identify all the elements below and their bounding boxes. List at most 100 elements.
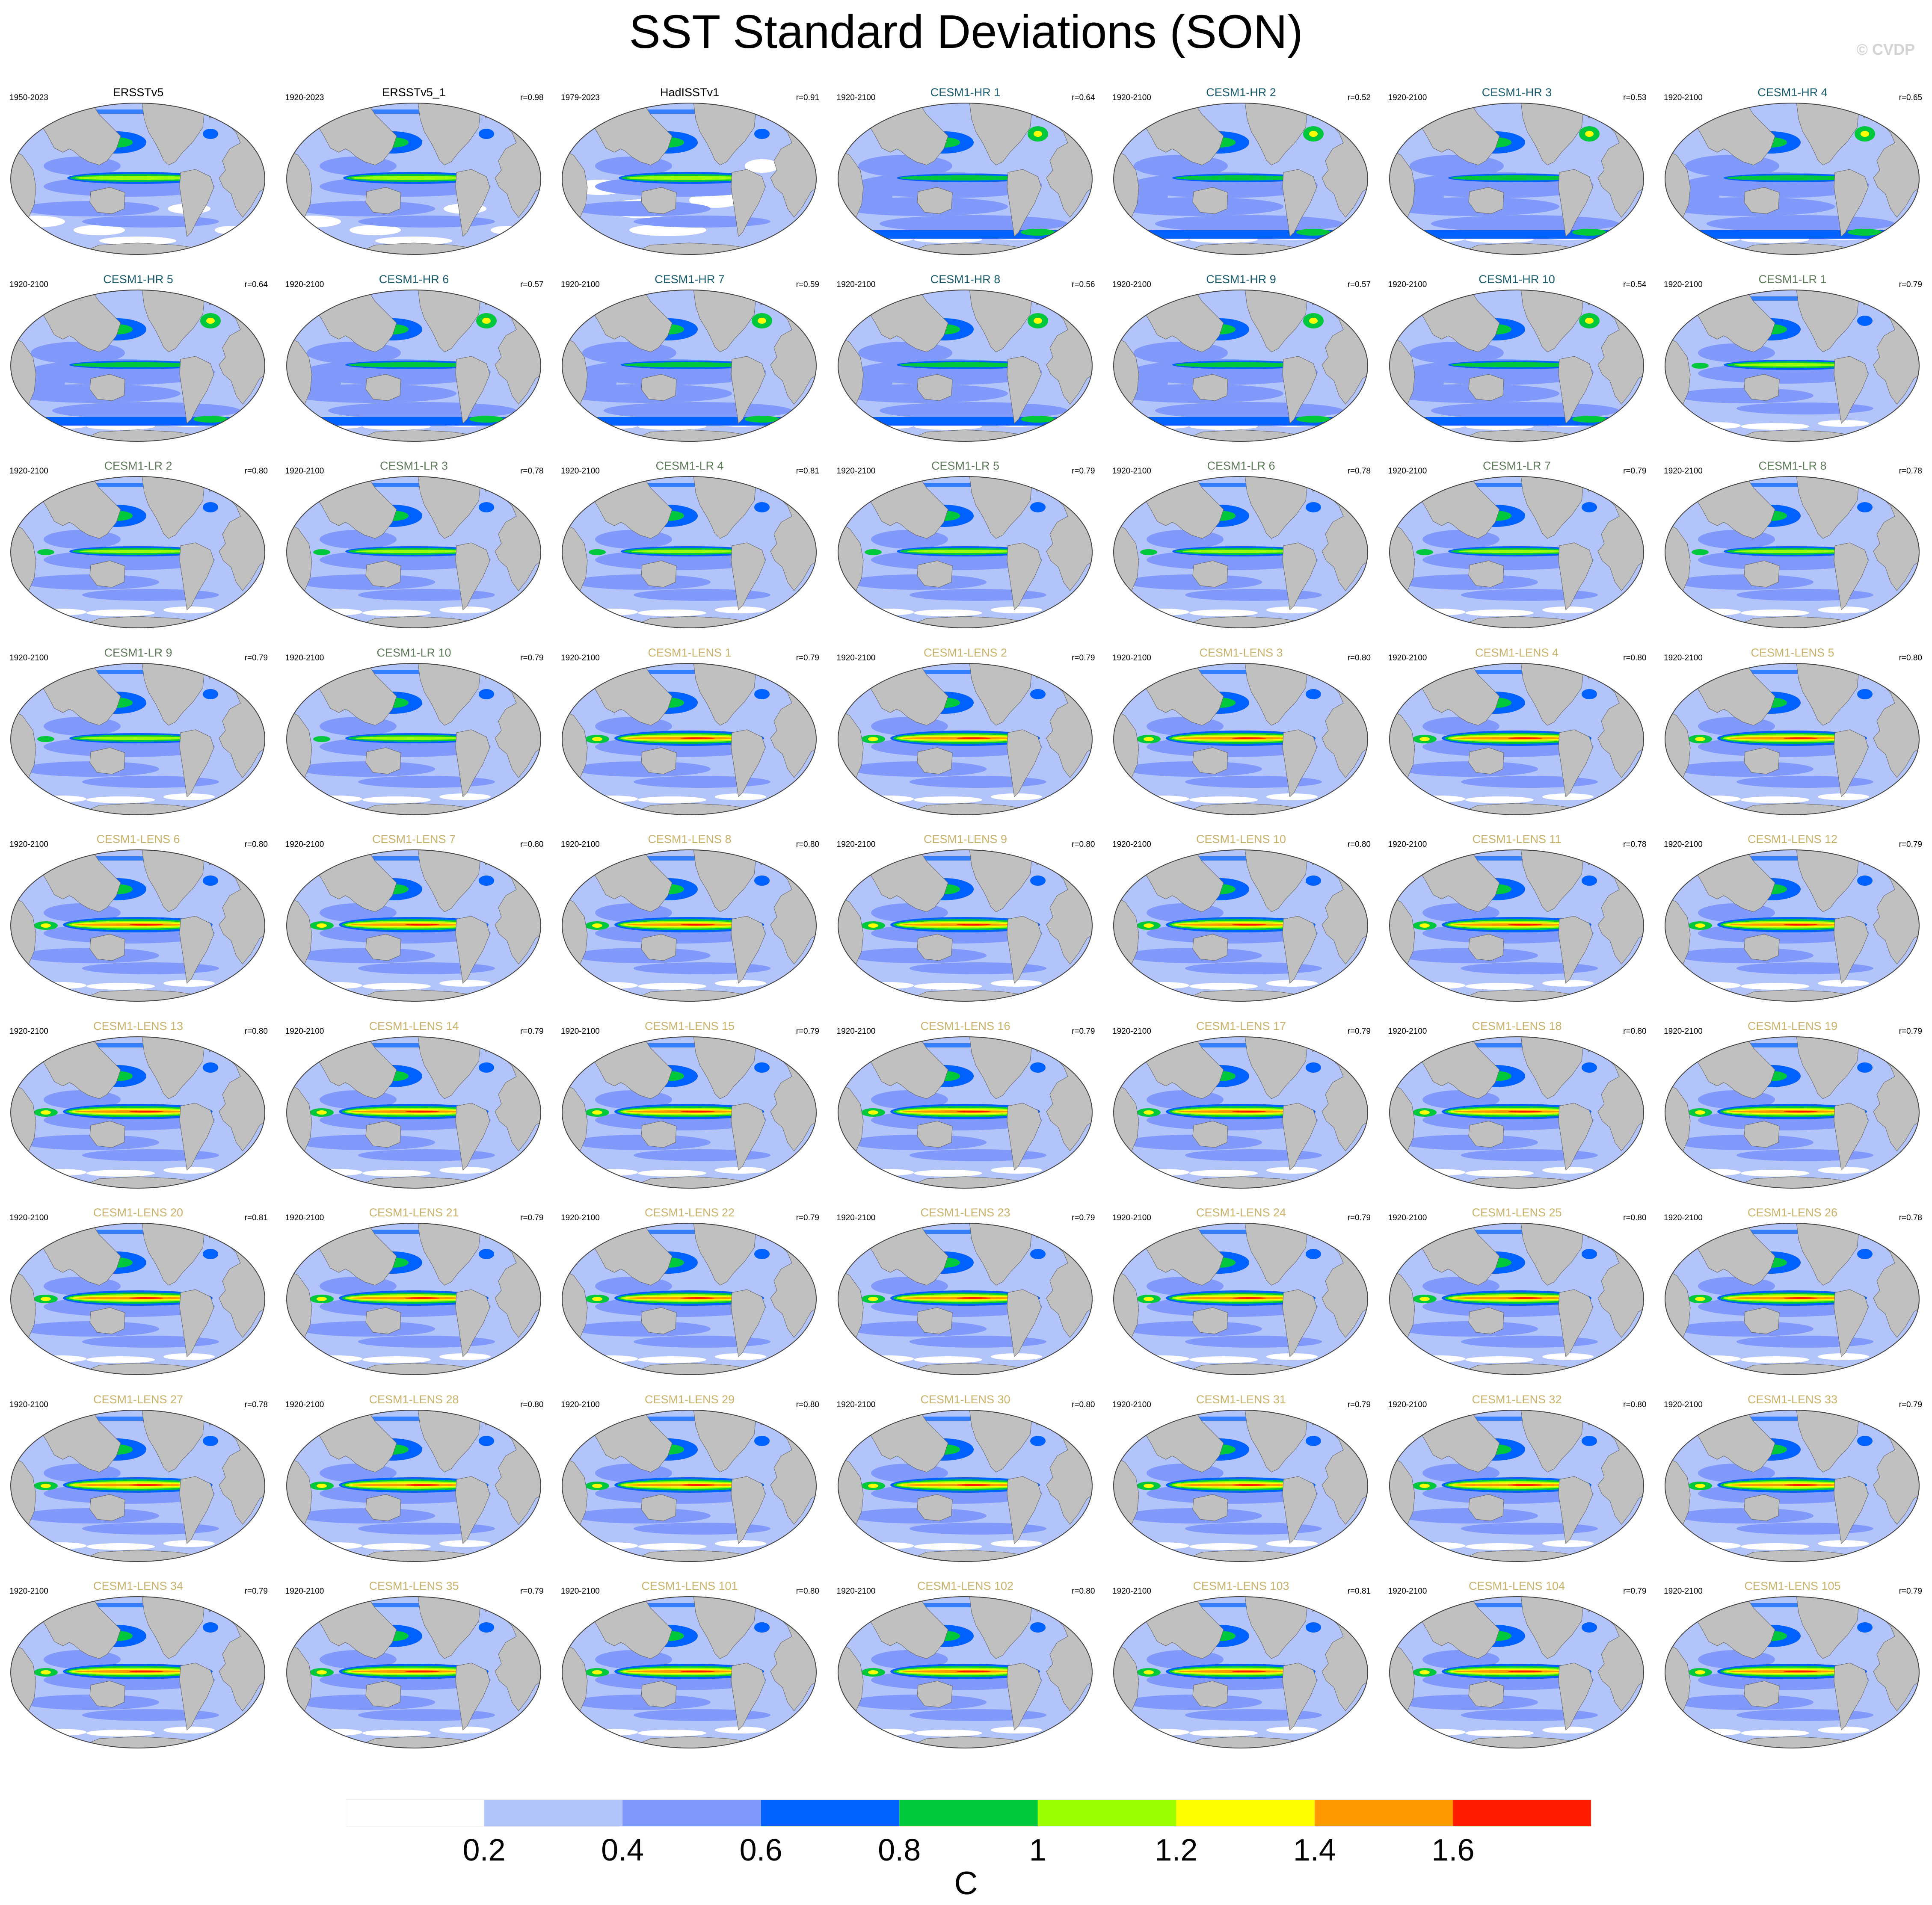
land-mass xyxy=(916,1307,953,1334)
land-mass xyxy=(1192,934,1228,961)
panel-years: 1920-2100 xyxy=(836,280,876,289)
arctic-band xyxy=(838,856,1092,861)
map-panel: CESM1-HR 10 1920-2100 r=0.54 xyxy=(1382,272,1652,452)
arctic-band xyxy=(1665,856,1919,861)
land-mass xyxy=(455,542,490,611)
low-variance-region xyxy=(638,1169,706,1177)
gulf-stream-peak xyxy=(1033,131,1042,137)
low-variance-region xyxy=(1818,1353,1869,1360)
variance-band xyxy=(1677,1134,1813,1150)
land-mass xyxy=(1558,1662,1593,1731)
land-mass xyxy=(1006,1102,1042,1171)
low-variance-region xyxy=(715,793,766,800)
page-title: SST Standard Deviations (SON) xyxy=(629,6,1303,58)
panel-years: 1920-2100 xyxy=(836,1400,876,1409)
map-border xyxy=(1113,1409,1368,1562)
low-variance-region xyxy=(1465,1356,1534,1363)
panel-title: CESM1-HR 7 xyxy=(655,272,725,286)
variance-band xyxy=(298,574,435,590)
land-mass xyxy=(142,476,204,539)
gulf-stream-peak xyxy=(482,317,491,324)
map-panel: CESM1-LR 3 1920-2100 r=0.78 xyxy=(279,459,549,639)
equatorial-pacific-tongue xyxy=(1182,550,1294,553)
gulf-stream-region xyxy=(478,1062,494,1073)
panel-years: 1920-2100 xyxy=(1664,1400,1703,1409)
land-mass xyxy=(89,187,125,214)
map-border xyxy=(1389,1036,1644,1189)
panel-title: CESM1-LENS 22 xyxy=(644,1206,735,1219)
map-panel: CESM1-LENS 10 1920-2100 r=0.80 xyxy=(1106,832,1376,1012)
panel-years: 1920-2100 xyxy=(1112,93,1151,102)
land-mass xyxy=(179,1289,214,1358)
map-border xyxy=(286,663,541,815)
land-mass xyxy=(1006,1476,1042,1544)
variance-band xyxy=(871,530,948,549)
panel-years: 1920-2100 xyxy=(1112,280,1151,289)
panel-title: CESM1-LENS 103 xyxy=(1193,1580,1289,1592)
land-mass xyxy=(89,747,125,775)
sst-std-map xyxy=(837,476,1093,628)
nino-peak xyxy=(1508,1671,1542,1672)
low-variance-region xyxy=(1741,983,1809,990)
panel-title: CESM1-LENS 18 xyxy=(1472,1019,1562,1032)
gulf-stream-region xyxy=(1030,1062,1046,1073)
map-panel: CESM1-LR 8 1920-2100 r=0.78 xyxy=(1658,459,1927,639)
land-mass xyxy=(1006,542,1042,611)
panel-pattern-correlation: r=0.79 xyxy=(796,653,819,663)
panel-pattern-correlation: r=0.80 xyxy=(244,840,268,849)
panel-pattern-correlation: r=0.79 xyxy=(1072,467,1095,476)
maritime-continent-region xyxy=(37,549,54,555)
gulf-stream-region xyxy=(1030,689,1046,699)
low-variance-region xyxy=(1741,423,1809,430)
variance-band xyxy=(849,1321,987,1337)
equatorial-pacific-tongue xyxy=(627,176,747,180)
sst-std-map xyxy=(10,103,265,255)
panel-title: CESM1-HR 5 xyxy=(103,272,173,286)
low-variance-region xyxy=(1266,1166,1318,1174)
low-variance-region xyxy=(990,1353,1042,1360)
colorbar-tick-label: 1 xyxy=(1029,1833,1046,1867)
land-mass xyxy=(1744,1120,1780,1148)
map-panel: CESM1-LENS 6 1920-2100 r=0.80 xyxy=(3,832,273,1012)
land-mass xyxy=(1192,187,1228,214)
low-variance-region xyxy=(439,980,491,987)
variance-band xyxy=(1125,1321,1262,1337)
panel-pattern-correlation: r=0.78 xyxy=(520,467,544,476)
low-variance-region xyxy=(638,609,706,616)
land-mass xyxy=(455,355,490,424)
colorbar-outline xyxy=(346,1799,1591,1827)
low-variance-region xyxy=(913,1730,982,1736)
land-mass xyxy=(1834,729,1869,797)
maritime-continent-peak xyxy=(316,1297,327,1301)
nino-peak xyxy=(1232,1297,1266,1299)
variance-band xyxy=(1125,948,1262,963)
panel-pattern-correlation: r=0.80 xyxy=(1623,1213,1647,1222)
variance-band xyxy=(1409,155,1504,177)
land-mass xyxy=(142,850,204,912)
arctic-band xyxy=(562,1416,816,1421)
map-border xyxy=(10,1223,265,1375)
low-variance-region xyxy=(638,796,706,803)
nino-peak xyxy=(956,1671,991,1672)
land-mass xyxy=(1468,1680,1504,1708)
sst-std-map xyxy=(837,849,1093,1002)
gulf-stream-region xyxy=(478,1622,494,1633)
maritime-continent-peak xyxy=(1144,1110,1154,1115)
panel-title: CESM1-LENS 21 xyxy=(369,1206,459,1219)
panel-title: CESM1-LENS 23 xyxy=(920,1206,1010,1219)
maritime-continent-peak xyxy=(868,1483,878,1488)
panel-pattern-correlation: r=0.91 xyxy=(796,93,819,102)
low-variance-region xyxy=(990,980,1042,987)
gulf-stream-region xyxy=(1581,689,1597,699)
southern-ocean-band xyxy=(1114,230,1368,239)
panel-pattern-correlation: r=0.80 xyxy=(796,840,819,849)
land-mass xyxy=(1006,169,1042,237)
gulf-stream-region xyxy=(1030,1249,1046,1259)
map-panel: CESM1-LENS 31 1920-2100 r=0.79 xyxy=(1106,1393,1376,1572)
sst-std-map xyxy=(286,103,541,255)
land-mass xyxy=(142,103,204,166)
panel-title: ERSSTv5_1 xyxy=(382,86,446,99)
land-mass xyxy=(969,1597,1032,1659)
map-border xyxy=(1113,1596,1368,1748)
map-panel: CESM1-LENS 101 1920-2100 r=0.80 xyxy=(555,1579,824,1759)
